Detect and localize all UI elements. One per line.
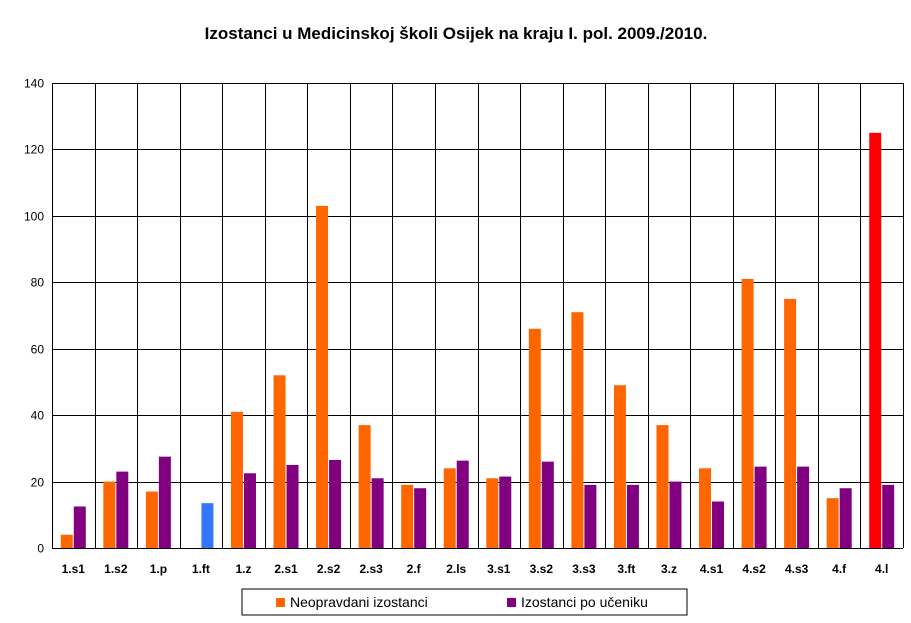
bar-neopravdani-4.s3: [784, 298, 797, 548]
bar-po-uceniku-2.f: [414, 488, 427, 548]
bar-neopravdani-2.s2: [316, 205, 329, 548]
x-tick-label: 3.s1: [487, 562, 511, 576]
bar-po-uceniku-2.s1: [286, 464, 299, 548]
bar-po-uceniku-3.z: [669, 481, 682, 548]
bar-neopravdani-4.f: [826, 498, 839, 548]
x-tick-label: 2.s1: [274, 562, 298, 576]
bar-po-uceniku-2.s3: [371, 478, 384, 548]
bar-po-uceniku-3.s1: [499, 476, 512, 548]
bar-po-uceniku-4.s1: [712, 501, 725, 548]
bar-po-uceniku-1.z: [243, 473, 256, 548]
y-tick-label: 140: [24, 77, 44, 91]
x-tick-label: 2.ls: [446, 562, 466, 576]
x-tick-label: 1.p: [150, 562, 167, 576]
bar-po-uceniku-3.s2: [541, 461, 554, 548]
x-tick-label: 4.l: [875, 562, 888, 576]
legend: Neopravdani izostanci Izostanci po učeni…: [241, 588, 688, 616]
bar-neopravdani-2.f: [401, 484, 414, 548]
y-tick-label: 40: [31, 409, 45, 423]
bar-po-uceniku-2.ls: [456, 460, 469, 548]
legend-swatch-po-uceniku: [507, 598, 516, 607]
x-tick-label: 4.f: [832, 562, 847, 576]
grid-lines: [52, 83, 904, 549]
bar-po-uceniku-4.l: [882, 484, 895, 548]
bar-po-uceniku-4.f: [839, 488, 852, 548]
x-tick-label: 2.s2: [317, 562, 341, 576]
bar-po-uceniku-1.ft: [201, 503, 214, 548]
y-tick-label: 60: [31, 343, 45, 357]
bar-neopravdani-4.s1: [699, 468, 712, 548]
bar-po-uceniku-1.s1: [73, 506, 86, 548]
y-tick-label: 80: [31, 276, 45, 290]
bar-po-uceniku-4.s3: [797, 466, 810, 548]
bar-neopravdani-2.s3: [358, 425, 371, 548]
y-tick-label: 20: [31, 476, 45, 490]
x-tick-label: 3.z: [661, 562, 677, 576]
x-tick-label: 1.s2: [104, 562, 128, 576]
y-tick-label: 100: [24, 210, 44, 224]
legend-label-neopravdani: Neopravdani izostanci: [290, 594, 428, 610]
legend-label-po-uceniku: Izostanci po učeniku: [521, 594, 648, 610]
bar-neopravdani-2.s1: [273, 375, 286, 548]
bar-po-uceniku-3.s3: [584, 484, 597, 548]
bar-po-uceniku-3.ft: [626, 484, 639, 548]
x-tick-label: 1.ft: [192, 562, 210, 576]
x-tick-label: 1.s1: [62, 562, 86, 576]
y-tick-label: 120: [24, 143, 44, 157]
y-axis: 0 20 40 60 80 100 120 140: [24, 77, 53, 556]
bar-po-uceniku-1.s2: [116, 471, 129, 548]
x-tick-label: 3.s3: [572, 562, 596, 576]
x-tick-label: 4.s3: [785, 562, 809, 576]
legend-swatch-neopravdani: [276, 598, 285, 607]
bar-po-uceniku-2.s2: [329, 459, 342, 548]
bar-neopravdani-4.s2: [741, 278, 754, 548]
x-tick-label: 3.ft: [617, 562, 635, 576]
bar-neopravdani-3.s3: [571, 312, 584, 548]
bar-neopravdani-1.s1: [60, 534, 73, 548]
bar-neopravdani-3.z: [656, 425, 669, 548]
x-tick-label: 4.s1: [700, 562, 724, 576]
bar-po-uceniku-4.s2: [754, 466, 767, 548]
bar-neopravdani-1.z: [230, 411, 243, 548]
bar-neopravdani-3.s2: [528, 328, 541, 548]
x-axis: 1.s1 1.s2 1.p 1.ft 1.z 2.s1 2.s2 2.s3 2.f 2.ls 3.s…: [52, 548, 903, 576]
bar-neopravdani-4.l: [869, 132, 882, 549]
bar-neopravdani-3.ft: [613, 385, 626, 548]
bar-neopravdani-1.p: [145, 491, 158, 548]
y-tick-label: 0: [37, 542, 44, 556]
legend-frame: [241, 588, 688, 616]
bar-neopravdani-2.ls: [443, 468, 456, 548]
x-tick-label: 2.s3: [359, 562, 383, 576]
bar-neopravdani-1.s2: [103, 481, 116, 548]
chart-title: Izostanci u Medicinskoj školi Osijek na …: [205, 24, 708, 43]
x-tick-label: 4.s2: [742, 562, 766, 576]
bar-neopravdani-3.s1: [486, 478, 499, 548]
bars: [60, 132, 895, 549]
bar-po-uceniku-1.p: [158, 456, 171, 548]
x-tick-label: 2.f: [407, 562, 422, 576]
x-tick-label: 3.s2: [530, 562, 554, 576]
x-tick-label: 1.z: [235, 562, 251, 576]
